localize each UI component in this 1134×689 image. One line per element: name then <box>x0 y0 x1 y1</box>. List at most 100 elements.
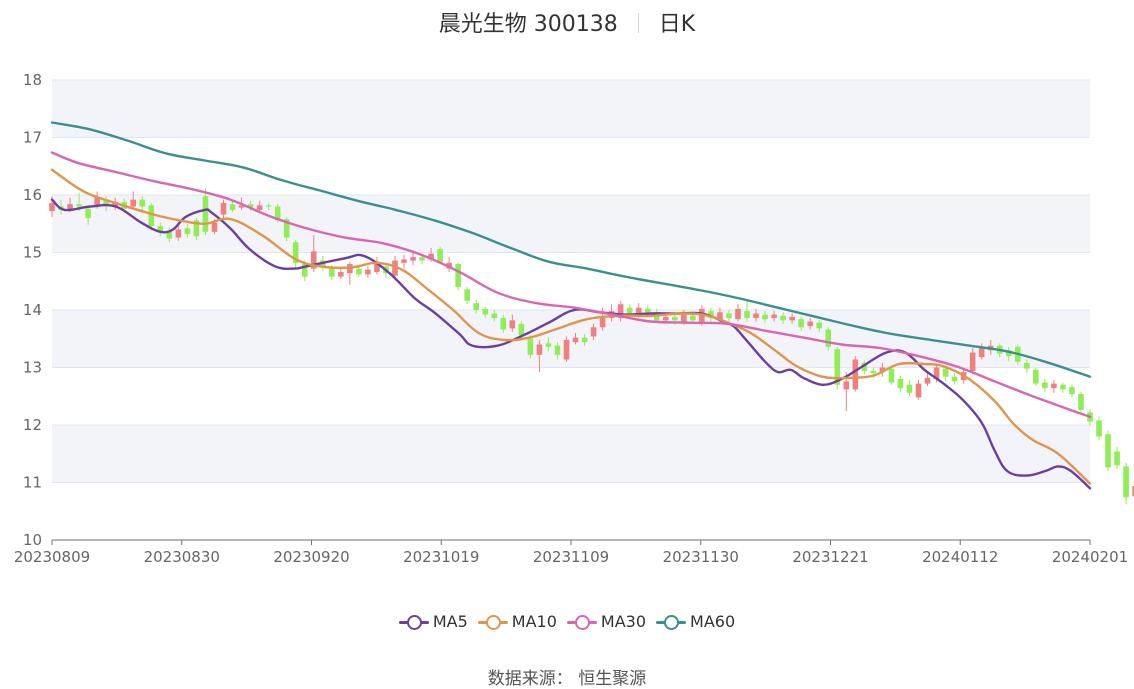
candle-body <box>527 338 534 355</box>
candle <box>726 310 732 322</box>
y-tick-label: 18 <box>23 71 42 89</box>
candle <box>229 200 236 213</box>
candle <box>202 188 209 236</box>
candle-body <box>545 343 552 347</box>
candle <box>347 261 353 285</box>
candle-body <box>392 260 398 276</box>
candle <box>527 335 534 359</box>
candle <box>590 323 597 340</box>
candle-body <box>1042 382 1048 389</box>
candle-body <box>834 349 841 385</box>
candle-body <box>437 249 443 262</box>
candle-body <box>825 329 832 347</box>
line-ma30 <box>50 151 1092 419</box>
candle <box>157 222 164 237</box>
candle-body <box>500 318 507 330</box>
candle-body <box>310 251 317 269</box>
candle <box>1123 462 1129 505</box>
candle-body <box>1096 420 1102 437</box>
candle-body <box>410 257 416 261</box>
candle-body <box>1069 387 1075 394</box>
y-tick-label: 15 <box>23 244 42 262</box>
candle-body <box>978 347 985 358</box>
candle <box>617 300 624 322</box>
candle-body <box>338 272 344 277</box>
candle <box>554 342 561 360</box>
candle-body <box>76 204 82 207</box>
data-source: 数据来源： 恒生聚源 <box>0 664 1134 689</box>
ma-lines <box>50 121 1092 490</box>
plot-band <box>52 425 1090 483</box>
candle-body <box>85 208 91 218</box>
candle-body <box>753 313 759 319</box>
candle-body <box>292 242 299 263</box>
x-tick-label: 20231109 <box>533 548 609 566</box>
candle <box>969 347 976 375</box>
candle <box>85 205 91 225</box>
candle <box>735 304 741 322</box>
candle-body <box>112 201 118 207</box>
legend-item-ma30[interactable]: MA30 <box>566 612 646 631</box>
candle-body <box>148 205 155 227</box>
candle-body <box>130 199 137 207</box>
candle-body <box>256 205 263 210</box>
y-tick-label: 12 <box>23 416 42 434</box>
candle-body <box>1033 369 1039 384</box>
legend-item-ma5[interactable]: MA5 <box>398 612 468 631</box>
legend-label: MA5 <box>432 612 468 631</box>
candle-body <box>762 314 768 320</box>
candle-body <box>708 311 714 319</box>
candle-body <box>94 197 100 206</box>
candle <box>356 266 362 277</box>
candle <box>265 203 272 210</box>
legend-item-ma10[interactable]: MA10 <box>477 612 557 631</box>
candle <box>1033 367 1039 386</box>
legend-label: MA10 <box>511 612 557 631</box>
legend-item-ma60[interactable]: MA60 <box>656 612 735 631</box>
candle <box>879 362 886 377</box>
candle-body <box>428 253 434 260</box>
candle-body <box>509 320 516 329</box>
candle-body <box>572 337 579 343</box>
candle-body <box>915 383 922 398</box>
candle-body <box>897 379 904 389</box>
stock-name: 晨光生物 300138 <box>438 12 618 37</box>
candle-body <box>888 368 895 383</box>
candle-body <box>229 204 236 210</box>
candle-body <box>356 268 362 275</box>
candle-body <box>49 203 55 212</box>
candle-body <box>726 313 732 319</box>
line-ma60 <box>50 121 1092 378</box>
candle-body <box>274 206 281 221</box>
candle-body <box>374 261 380 273</box>
candle <box>978 343 985 360</box>
candle <box>1132 485 1134 497</box>
candle <box>1078 391 1084 413</box>
legend: MA5 MA10 MA30 MA60 <box>0 612 1134 635</box>
candle <box>572 333 579 345</box>
candle <box>500 314 507 333</box>
legend-line-circle-icon <box>477 613 508 631</box>
candle <box>798 316 804 331</box>
candle-body <box>906 384 913 393</box>
candle-body <box>211 222 218 232</box>
candle <box>401 254 407 269</box>
candle-body <box>1078 393 1084 411</box>
candle-body <box>1132 485 1134 497</box>
candle-body <box>617 304 624 319</box>
candle <box>1060 382 1066 393</box>
candle-body <box>599 318 606 328</box>
candle <box>1042 379 1048 392</box>
candle-body <box>1060 384 1066 390</box>
candle <box>473 299 480 314</box>
candle-body <box>220 203 227 215</box>
candle-body <box>969 352 976 371</box>
candle-body <box>681 314 687 323</box>
candle <box>1096 416 1102 440</box>
plot-band <box>52 80 1090 138</box>
candle <box>825 327 832 351</box>
y-tick-label: 14 <box>23 301 42 319</box>
candle <box>1051 380 1057 393</box>
candle <box>103 196 109 212</box>
